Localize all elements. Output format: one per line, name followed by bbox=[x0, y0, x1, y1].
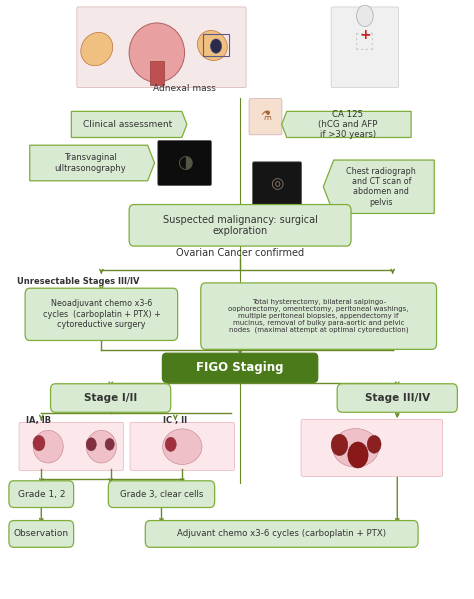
FancyBboxPatch shape bbox=[301, 419, 443, 476]
Text: Grade 1, 2: Grade 1, 2 bbox=[18, 489, 65, 498]
Text: CA 125
(hCG and AFP
if >30 years): CA 125 (hCG and AFP if >30 years) bbox=[318, 110, 377, 140]
FancyBboxPatch shape bbox=[9, 521, 73, 547]
Ellipse shape bbox=[33, 430, 63, 463]
Circle shape bbox=[331, 434, 348, 456]
Circle shape bbox=[348, 442, 368, 468]
Text: ⬚: ⬚ bbox=[355, 31, 375, 52]
Circle shape bbox=[33, 435, 45, 451]
FancyBboxPatch shape bbox=[130, 422, 235, 470]
Text: FIGO Staging: FIGO Staging bbox=[196, 361, 284, 374]
Text: Stage III/IV: Stage III/IV bbox=[365, 393, 430, 403]
FancyBboxPatch shape bbox=[19, 422, 124, 470]
Text: Unresectable Stages III/IV: Unresectable Stages III/IV bbox=[17, 277, 139, 286]
Circle shape bbox=[165, 437, 176, 452]
Text: +: + bbox=[359, 28, 371, 43]
Polygon shape bbox=[282, 111, 411, 138]
Circle shape bbox=[210, 39, 221, 53]
Text: Adnexal mass: Adnexal mass bbox=[153, 84, 216, 93]
Text: Chest radiograph
and CT scan of
abdomen and
pelvis: Chest radiograph and CT scan of abdomen … bbox=[346, 167, 416, 207]
Circle shape bbox=[86, 438, 96, 451]
Polygon shape bbox=[323, 160, 434, 213]
Text: Neoadjuvant chemo x3-6
cycles  (carboplatin + PTX) +
cytoreductive surgery: Neoadjuvant chemo x3-6 cycles (carboplat… bbox=[43, 300, 160, 329]
Text: ◑: ◑ bbox=[177, 154, 192, 172]
Text: Suspected malignancy: surgical
exploration: Suspected malignancy: surgical explorati… bbox=[163, 214, 318, 236]
Text: IC , II: IC , II bbox=[163, 416, 187, 425]
Text: Adjuvant chemo x3-6 cycles (carboplatin + PTX): Adjuvant chemo x3-6 cycles (carboplatin … bbox=[177, 530, 386, 539]
FancyBboxPatch shape bbox=[253, 162, 301, 205]
Ellipse shape bbox=[333, 428, 379, 467]
Polygon shape bbox=[71, 111, 187, 138]
Ellipse shape bbox=[129, 23, 184, 82]
Text: Grade 3, clear cells: Grade 3, clear cells bbox=[120, 489, 203, 498]
Ellipse shape bbox=[163, 429, 202, 464]
FancyBboxPatch shape bbox=[25, 288, 178, 340]
FancyBboxPatch shape bbox=[163, 353, 318, 382]
Text: ◎: ◎ bbox=[271, 176, 283, 191]
Text: Observation: Observation bbox=[14, 530, 69, 539]
FancyBboxPatch shape bbox=[201, 283, 437, 349]
FancyBboxPatch shape bbox=[146, 521, 418, 547]
Circle shape bbox=[356, 5, 373, 26]
Text: Clinical assessment: Clinical assessment bbox=[83, 120, 173, 129]
FancyBboxPatch shape bbox=[249, 99, 282, 135]
Text: IA, IB: IA, IB bbox=[27, 416, 52, 425]
Text: ⚗: ⚗ bbox=[260, 110, 271, 123]
FancyBboxPatch shape bbox=[331, 7, 399, 87]
FancyBboxPatch shape bbox=[129, 204, 351, 246]
Text: Total hysterectomy, bilateral salpingo-
oophorectomy, omentectomy, peritoneal wa: Total hysterectomy, bilateral salpingo- … bbox=[228, 299, 409, 334]
Text: Transvaginal
ulltrasonography: Transvaginal ulltrasonography bbox=[55, 153, 127, 173]
FancyBboxPatch shape bbox=[109, 481, 215, 507]
FancyBboxPatch shape bbox=[158, 140, 211, 186]
Circle shape bbox=[105, 438, 114, 450]
FancyBboxPatch shape bbox=[9, 481, 73, 507]
Ellipse shape bbox=[81, 32, 113, 66]
Ellipse shape bbox=[86, 430, 117, 463]
Text: Stage I/II: Stage I/II bbox=[84, 393, 137, 403]
Circle shape bbox=[367, 435, 381, 453]
FancyBboxPatch shape bbox=[77, 7, 246, 87]
Bar bbox=[150, 61, 164, 84]
Text: Ovarian Cancer confirmed: Ovarian Cancer confirmed bbox=[176, 248, 304, 258]
Ellipse shape bbox=[197, 31, 227, 60]
FancyBboxPatch shape bbox=[51, 384, 171, 412]
Polygon shape bbox=[30, 145, 155, 181]
FancyBboxPatch shape bbox=[337, 384, 457, 412]
